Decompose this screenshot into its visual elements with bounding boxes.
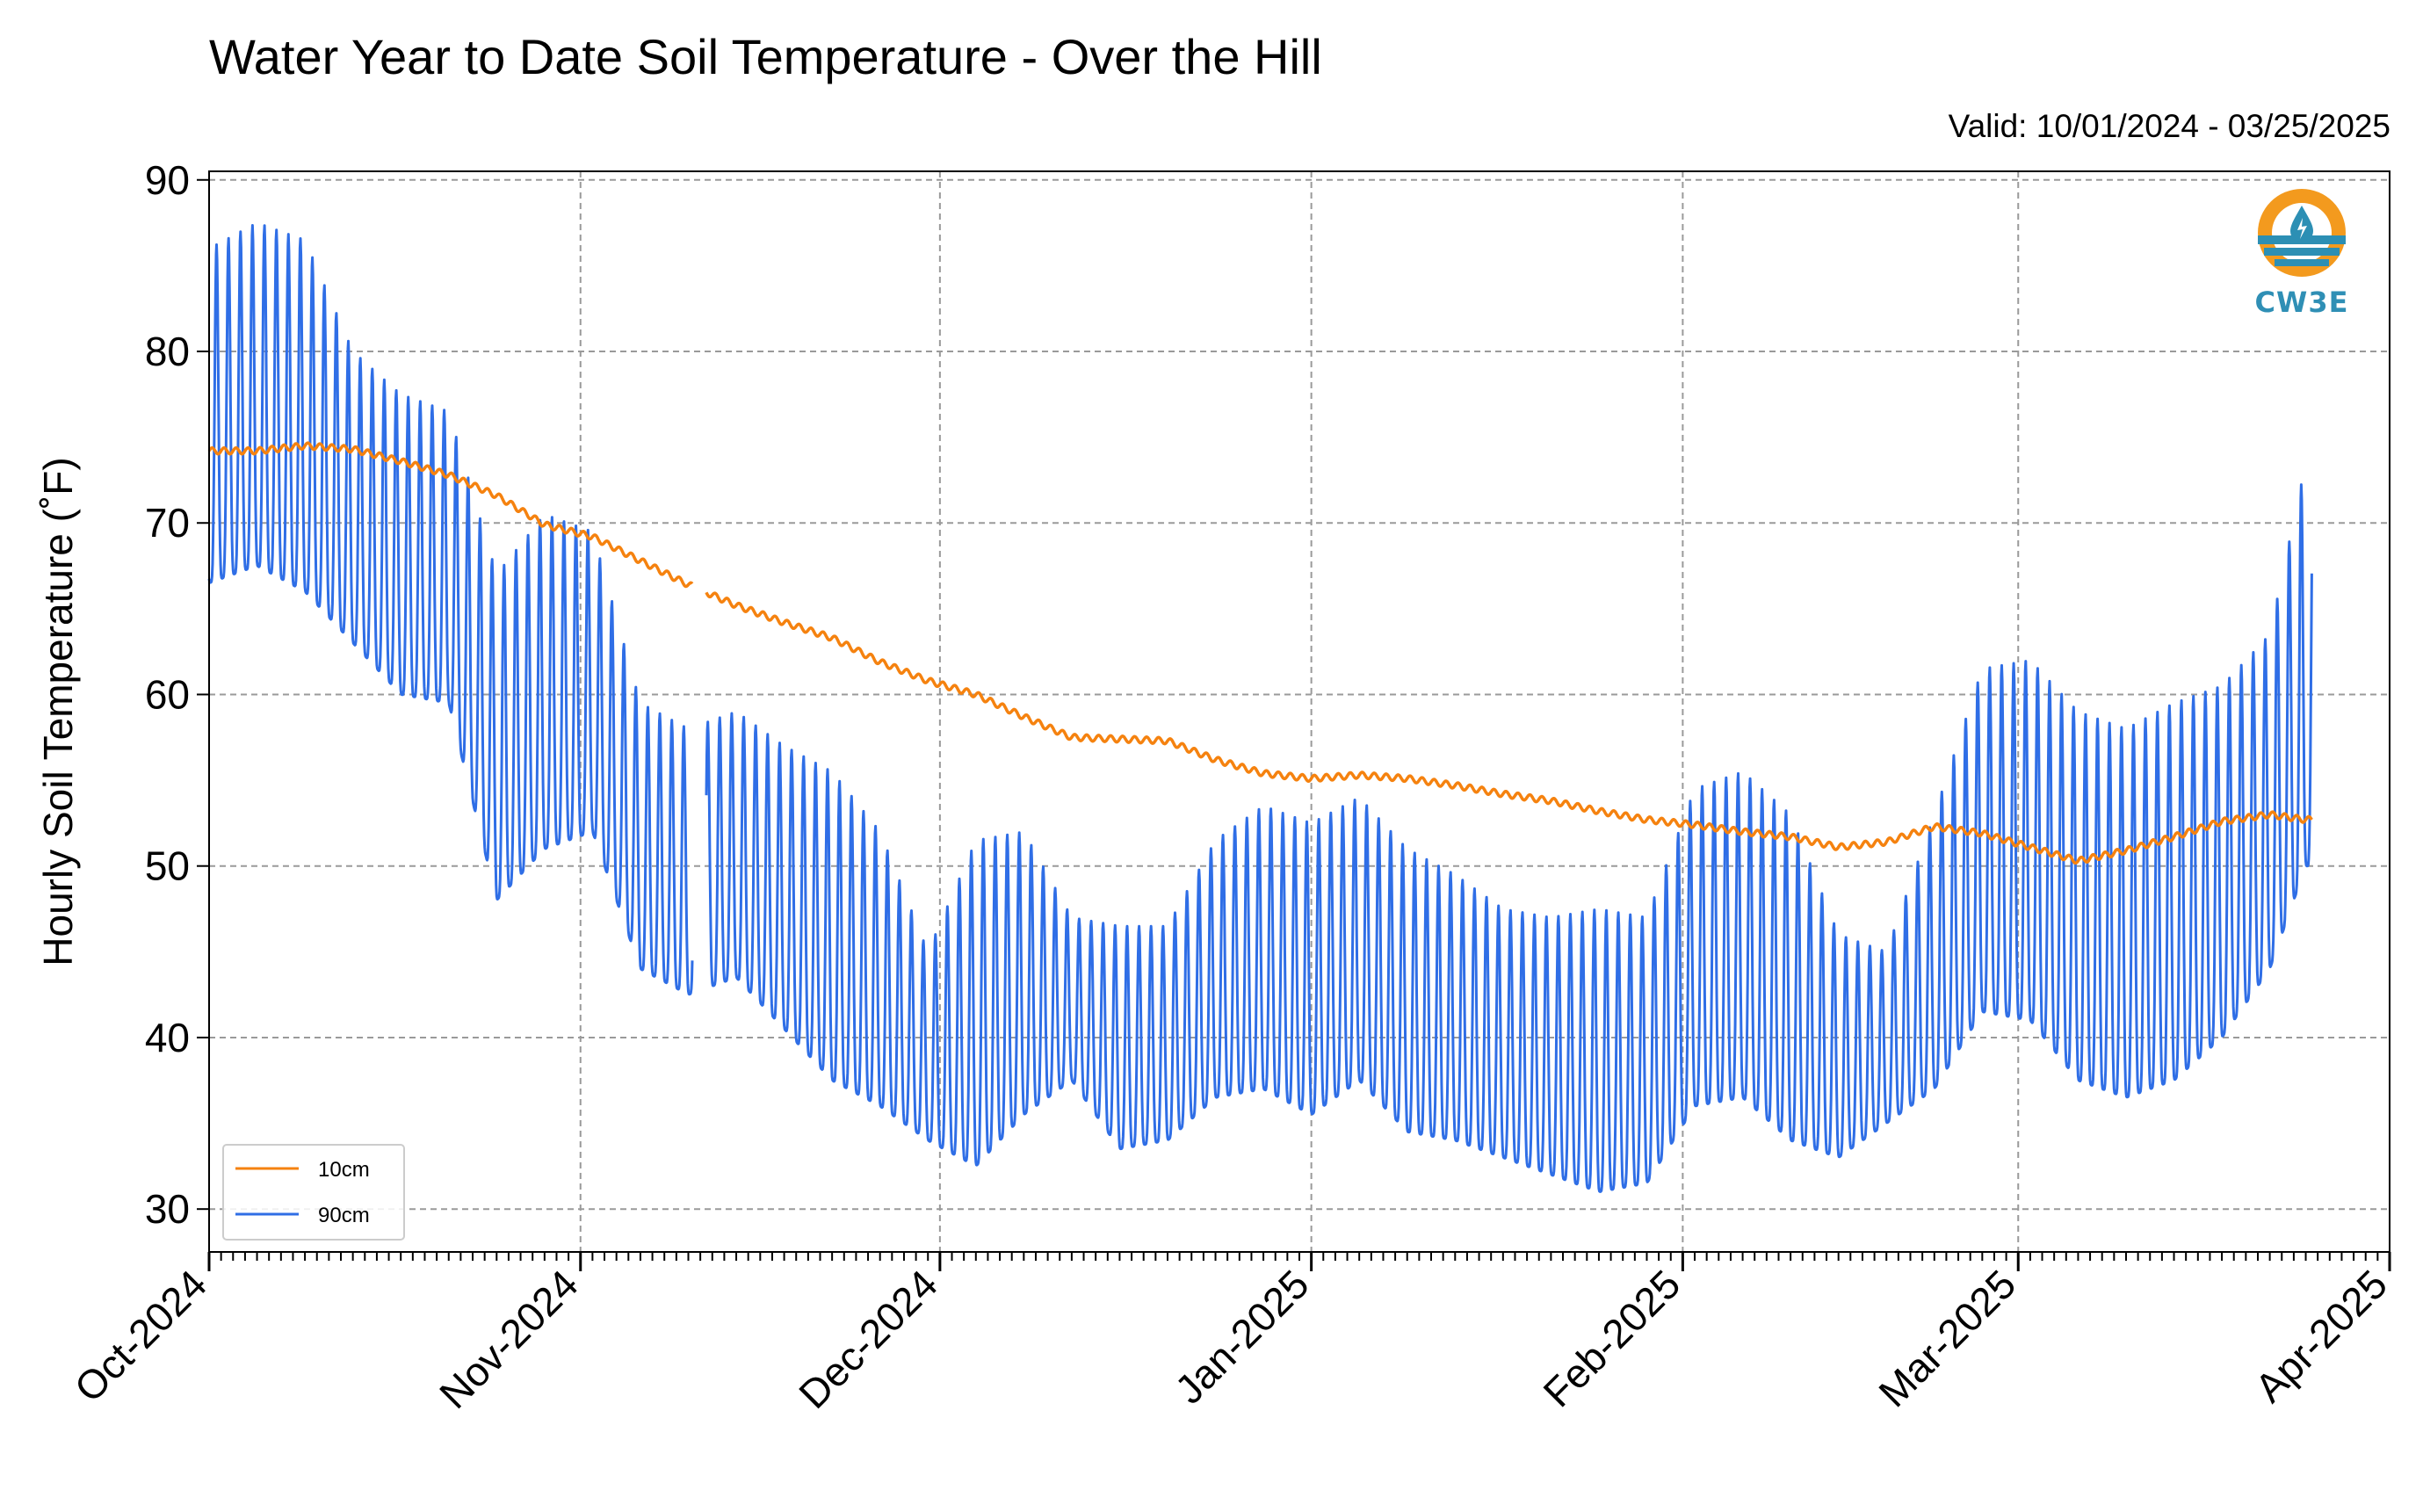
- series-layer: [207, 224, 2313, 1193]
- legend-label-10cm: 10cm: [318, 1158, 370, 1182]
- legend-box: [222, 1144, 405, 1241]
- legend: 10cm 90cm: [222, 1144, 405, 1241]
- y-tick-label: 40: [145, 1015, 190, 1060]
- x-tick-label: Apr-2025: [2246, 1261, 2396, 1411]
- cw3e-logo-text: CW3E: [2254, 286, 2349, 319]
- y-axis-label: Hourly Soil Temperature (˚F): [35, 457, 81, 966]
- cw3e-logo: CW3E: [2249, 184, 2354, 319]
- x-tick-label: Jan-2025: [1166, 1261, 1317, 1412]
- y-tick-label: 80: [145, 329, 190, 374]
- y-tick-label: 50: [145, 843, 190, 889]
- x-tick-label: Oct-2024: [66, 1261, 216, 1411]
- y-tick-label: 60: [145, 671, 190, 717]
- x-tick-label: Nov-2024: [430, 1261, 587, 1417]
- series-line-90cm: [207, 224, 2313, 1193]
- axes: 30 40 50 60 70 80 90 Oct-2024 Nov-2024 Dec-2024 Ja…: [66, 157, 2397, 1417]
- series-line-10cm: [207, 441, 2313, 865]
- y-tick-label: 30: [145, 1186, 190, 1232]
- x-tick-label: Feb-2025: [1534, 1261, 1689, 1415]
- y-tick-label: 90: [145, 157, 190, 203]
- chart-title: Water Year to Date Soil Temperature - Ov…: [209, 29, 1322, 84]
- valid-date-range: Valid: 10/01/2024 - 03/25/2025: [1948, 108, 2390, 144]
- cw3e-logo-icon: [2258, 189, 2346, 277]
- x-tick-label: Dec-2024: [790, 1261, 946, 1417]
- x-tick-label: Mar-2025: [1870, 1261, 2024, 1415]
- y-tick-label: 70: [145, 500, 190, 546]
- legend-label-90cm: 90cm: [318, 1204, 370, 1227]
